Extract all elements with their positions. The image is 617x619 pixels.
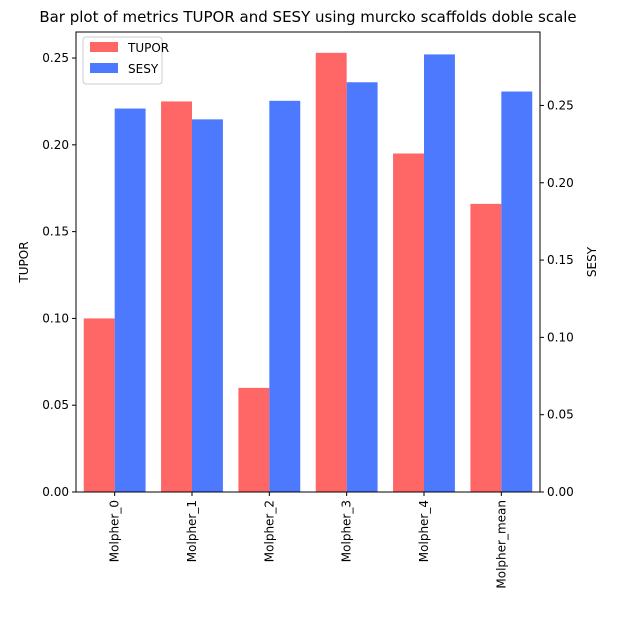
left-axis-tick-label: 0.00 xyxy=(42,485,69,499)
left-axis-tick-label: 0.20 xyxy=(42,138,69,152)
right-axis-tick-label: 0.25 xyxy=(547,98,574,112)
legend-label-sesy: SESY xyxy=(128,62,159,76)
plot-frame xyxy=(75,31,541,493)
bar-tupor-molpher_1 xyxy=(161,101,192,493)
right-axis-tick-label: 0.05 xyxy=(547,408,574,422)
bar-tupor-molpher_3 xyxy=(315,52,347,492)
right-axis: 0.00 0.05 0.10 0.15 0.20 0.25 xyxy=(540,98,574,499)
bar-sesy-molpher_1 xyxy=(192,119,223,493)
bars-layer xyxy=(83,52,533,493)
left-axis: 0.00 0.05 0.10 0.15 0.20 0.25 xyxy=(42,51,76,499)
bar-sesy-molpher_3 xyxy=(346,82,378,492)
legend-swatch-sesy xyxy=(90,63,118,73)
right-axis-label: SESY xyxy=(585,246,599,277)
bar-tupor-molpher_mean xyxy=(470,203,502,492)
chart-title: Bar plot of metrics TUPOR and SESY using… xyxy=(39,8,576,26)
x-axis: Molpher_0 Molpher_1 Molpher_2 Molpher_3 Molp… xyxy=(108,492,508,589)
x-axis-tick-label: Molpher_0 xyxy=(108,500,122,562)
left-axis-tick-label: 0.10 xyxy=(42,311,69,325)
right-axis-tick-label: 0.15 xyxy=(547,253,574,267)
x-axis-tick-label: Molpher_1 xyxy=(185,500,199,562)
bar-sesy-molpher_2 xyxy=(269,100,301,492)
right-axis-tick-label: 0.00 xyxy=(547,485,574,499)
bar-tupor-molpher_2 xyxy=(238,387,270,492)
legend-swatch-tupor xyxy=(90,42,118,52)
legend-label-tupor: TUPOR xyxy=(127,41,169,55)
bar-tupor-molpher_4 xyxy=(393,153,424,492)
right-axis-tick-label: 0.10 xyxy=(547,330,574,344)
right-axis-tick-label: 0.20 xyxy=(547,176,574,190)
left-axis-label: TUPOR xyxy=(17,241,31,283)
bar-sesy-molpher_mean xyxy=(501,91,533,492)
bar-tupor-molpher_0 xyxy=(83,318,115,492)
legend: TUPOR SESY xyxy=(82,36,169,85)
bar-sesy-molpher_0 xyxy=(114,108,146,492)
left-axis-tick-label: 0.15 xyxy=(42,225,69,239)
left-axis-tick-label: 0.25 xyxy=(42,51,69,65)
x-axis-tick-label: Molpher_mean xyxy=(494,500,508,589)
left-axis-tick-label: 0.05 xyxy=(42,398,69,412)
x-axis-tick-label: Molpher_2 xyxy=(262,500,276,562)
x-axis-tick-label: Molpher_4 xyxy=(417,500,431,562)
x-axis-tick-label: Molpher_3 xyxy=(340,500,354,562)
bar-sesy-molpher_4 xyxy=(424,54,455,493)
